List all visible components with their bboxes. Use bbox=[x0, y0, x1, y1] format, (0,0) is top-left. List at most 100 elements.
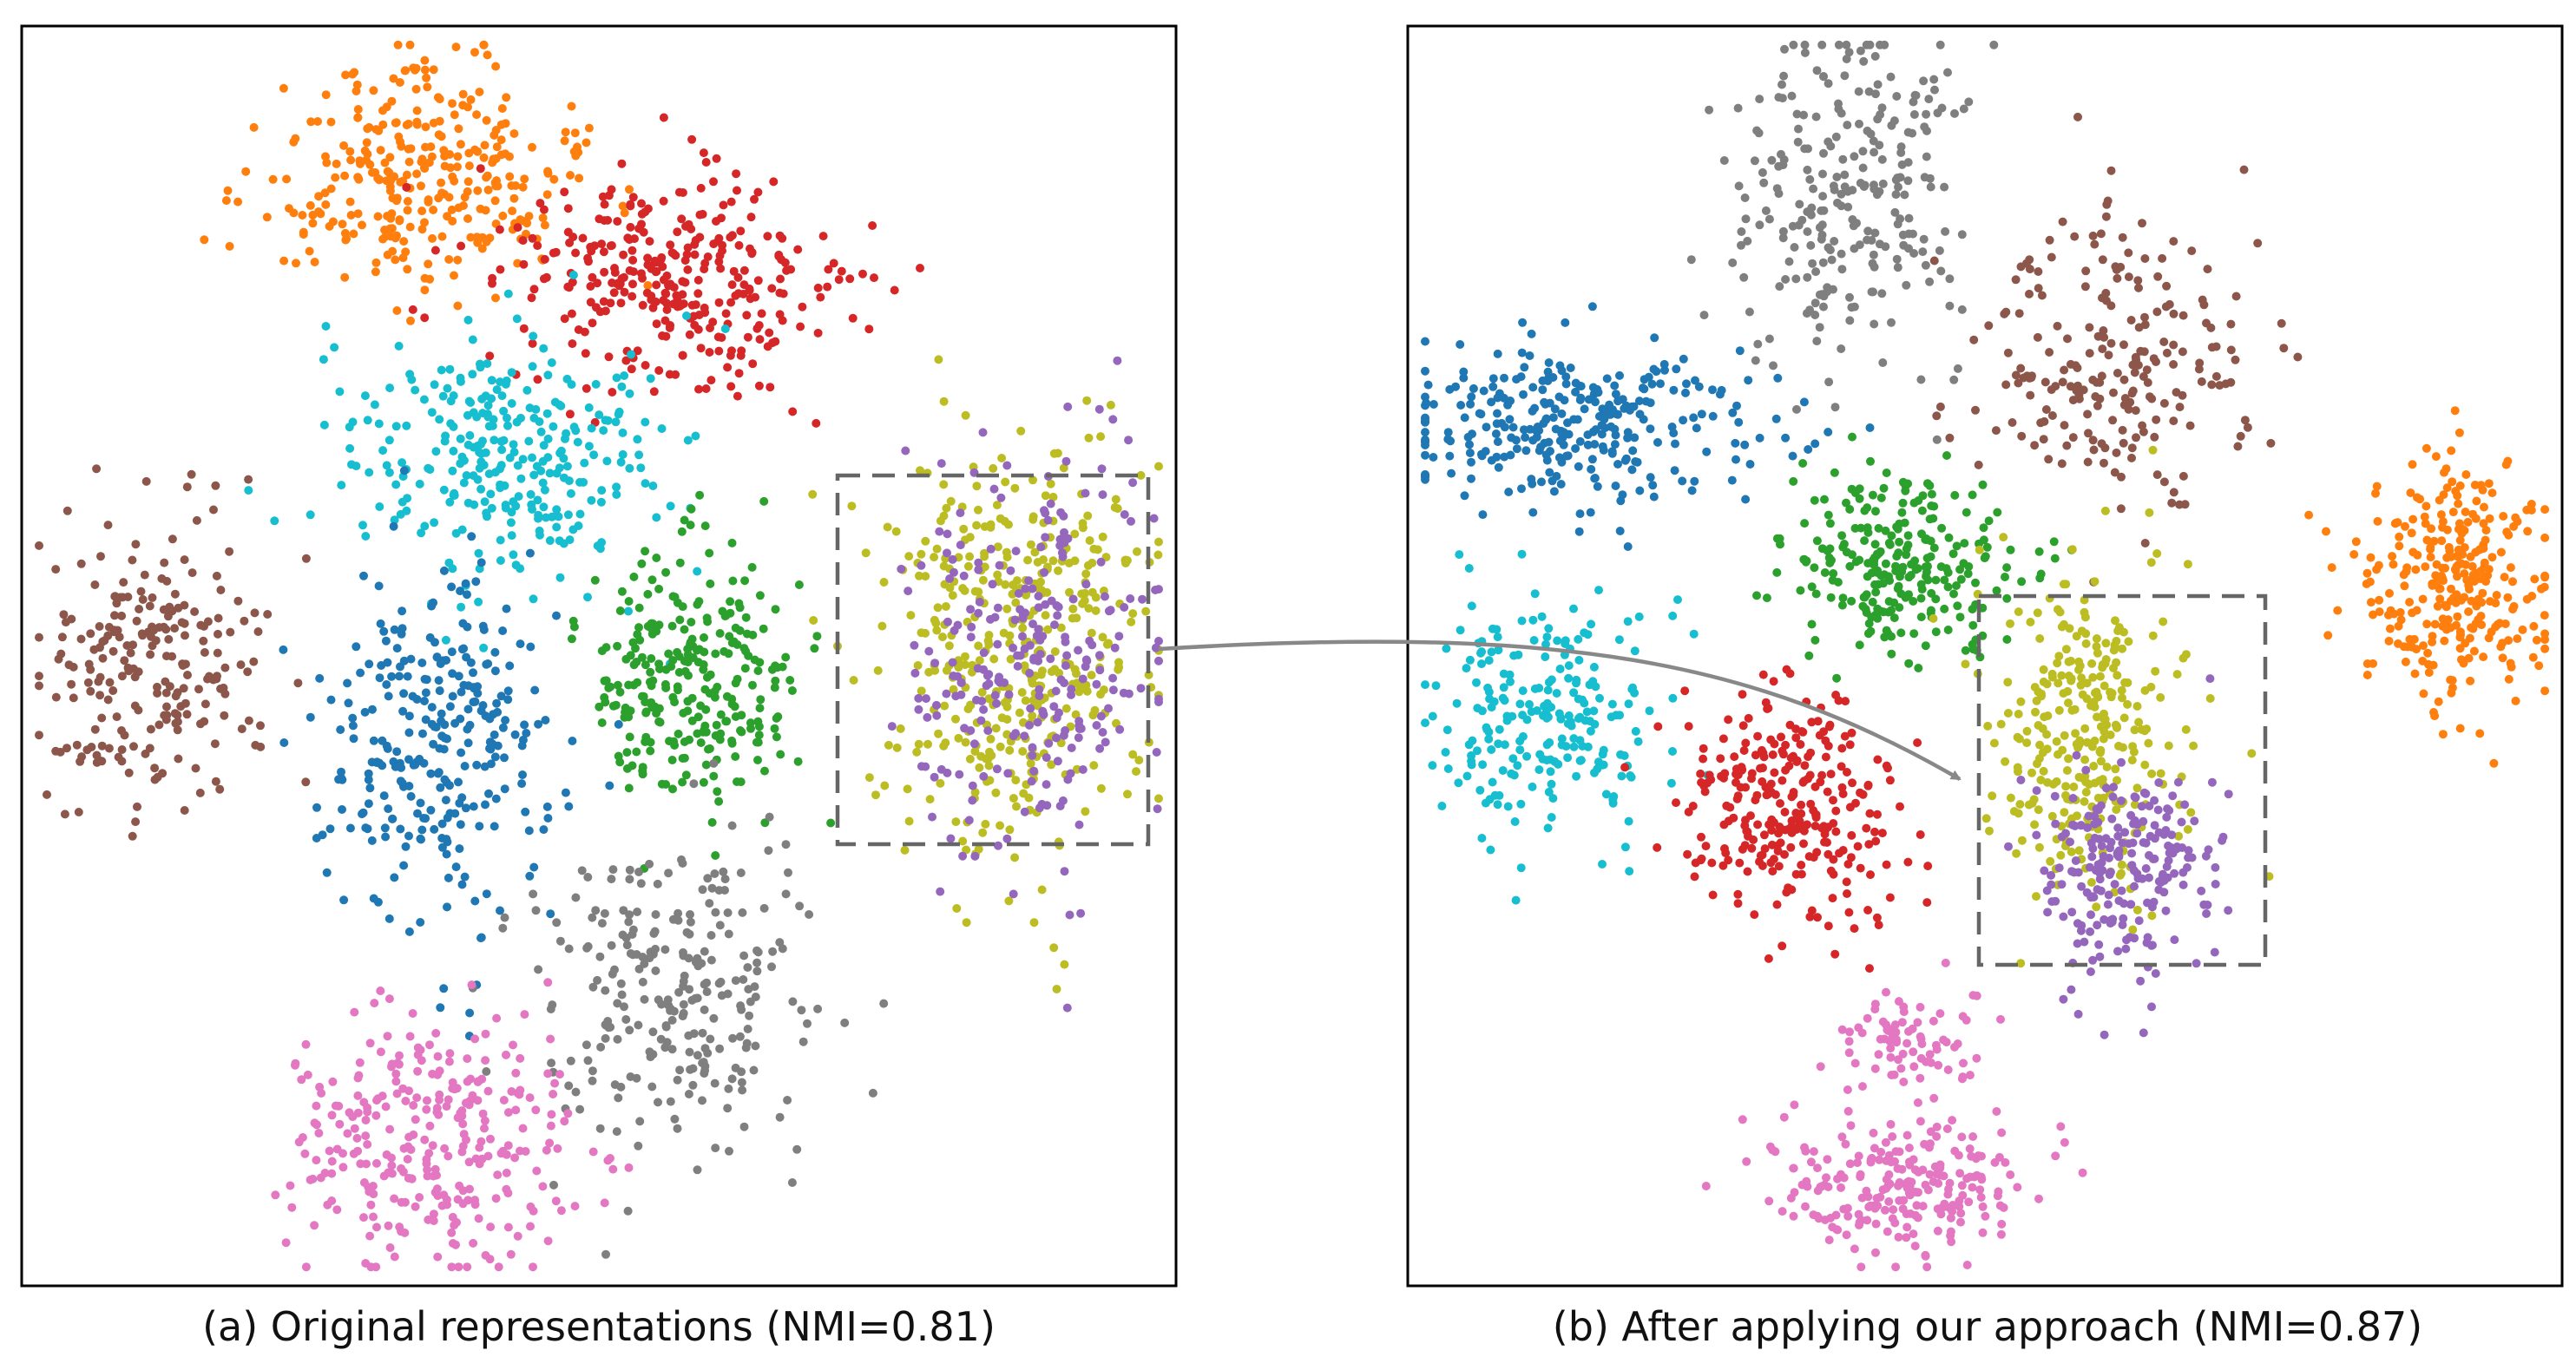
point bbox=[847, 501, 857, 511]
point bbox=[429, 118, 438, 128]
point bbox=[1945, 301, 1955, 311]
point bbox=[582, 1040, 591, 1050]
point bbox=[154, 720, 164, 730]
point bbox=[990, 613, 1000, 622]
point bbox=[459, 201, 468, 210]
point bbox=[444, 255, 454, 264]
point bbox=[659, 196, 668, 206]
point bbox=[1762, 593, 1771, 603]
point bbox=[1803, 165, 1812, 174]
point bbox=[426, 805, 436, 815]
point bbox=[816, 292, 825, 302]
point bbox=[641, 732, 651, 742]
point bbox=[2447, 552, 2456, 561]
point bbox=[455, 844, 464, 854]
point bbox=[520, 1010, 529, 1019]
cluster-a-2 bbox=[244, 271, 730, 669]
point bbox=[1799, 397, 1809, 407]
point bbox=[420, 1135, 430, 1144]
point bbox=[677, 214, 687, 224]
point bbox=[671, 370, 680, 379]
point bbox=[2169, 237, 2178, 246]
point bbox=[1929, 543, 1939, 553]
point bbox=[424, 197, 433, 206]
point bbox=[690, 250, 700, 259]
point bbox=[1571, 378, 1580, 388]
point bbox=[458, 1199, 468, 1209]
point bbox=[463, 724, 472, 734]
point bbox=[1889, 598, 1899, 607]
point bbox=[654, 584, 664, 593]
point bbox=[879, 578, 889, 587]
point bbox=[1557, 734, 1567, 744]
point bbox=[693, 1165, 702, 1175]
cluster-a-6 bbox=[279, 466, 623, 1040]
point bbox=[1442, 644, 1451, 653]
point bbox=[1528, 615, 1538, 625]
point bbox=[1566, 364, 1575, 372]
point bbox=[613, 680, 622, 690]
point bbox=[200, 235, 209, 245]
point bbox=[470, 896, 480, 906]
point bbox=[1505, 670, 1515, 679]
point bbox=[146, 724, 155, 734]
point bbox=[769, 177, 779, 187]
point bbox=[1061, 704, 1071, 713]
point bbox=[1431, 681, 1441, 691]
point bbox=[634, 1020, 643, 1030]
point bbox=[457, 602, 466, 612]
point bbox=[361, 1116, 371, 1124]
point bbox=[661, 567, 671, 577]
point bbox=[2386, 606, 2395, 615]
point bbox=[1778, 750, 1788, 759]
point bbox=[1898, 230, 1908, 239]
point bbox=[105, 678, 115, 687]
point bbox=[1466, 399, 1475, 409]
point bbox=[492, 698, 502, 708]
point bbox=[662, 298, 671, 308]
point bbox=[2540, 505, 2550, 515]
point bbox=[1865, 964, 1874, 973]
point bbox=[1602, 374, 1612, 383]
point bbox=[225, 547, 234, 556]
point bbox=[262, 213, 272, 222]
point bbox=[681, 770, 691, 780]
point bbox=[507, 399, 516, 408]
point bbox=[1478, 760, 1488, 770]
point bbox=[1569, 734, 1579, 744]
point bbox=[2406, 488, 2415, 497]
point bbox=[751, 1041, 760, 1051]
point bbox=[2146, 558, 2156, 567]
point bbox=[1796, 586, 1805, 595]
point bbox=[1528, 782, 1537, 791]
point bbox=[534, 514, 542, 523]
point bbox=[505, 172, 515, 181]
point bbox=[551, 511, 561, 521]
point bbox=[1927, 588, 1936, 598]
point bbox=[601, 416, 610, 425]
point bbox=[2034, 267, 2043, 276]
point bbox=[1549, 487, 1559, 496]
point bbox=[1611, 430, 1620, 440]
point bbox=[654, 366, 664, 375]
point bbox=[693, 729, 702, 738]
point bbox=[979, 705, 989, 714]
point bbox=[746, 724, 755, 733]
point bbox=[2454, 560, 2463, 570]
point bbox=[617, 382, 627, 391]
point bbox=[2504, 530, 2514, 540]
point bbox=[349, 734, 358, 744]
point bbox=[180, 600, 189, 610]
point bbox=[1053, 611, 1062, 620]
point bbox=[1845, 803, 1855, 812]
point bbox=[461, 1098, 470, 1108]
point bbox=[1866, 129, 1876, 139]
point bbox=[989, 463, 998, 473]
point bbox=[409, 760, 418, 770]
point bbox=[1607, 699, 1617, 709]
point bbox=[1799, 826, 1809, 836]
point bbox=[655, 718, 665, 727]
point bbox=[2169, 309, 2178, 318]
point bbox=[2408, 460, 2417, 469]
point bbox=[145, 601, 154, 611]
